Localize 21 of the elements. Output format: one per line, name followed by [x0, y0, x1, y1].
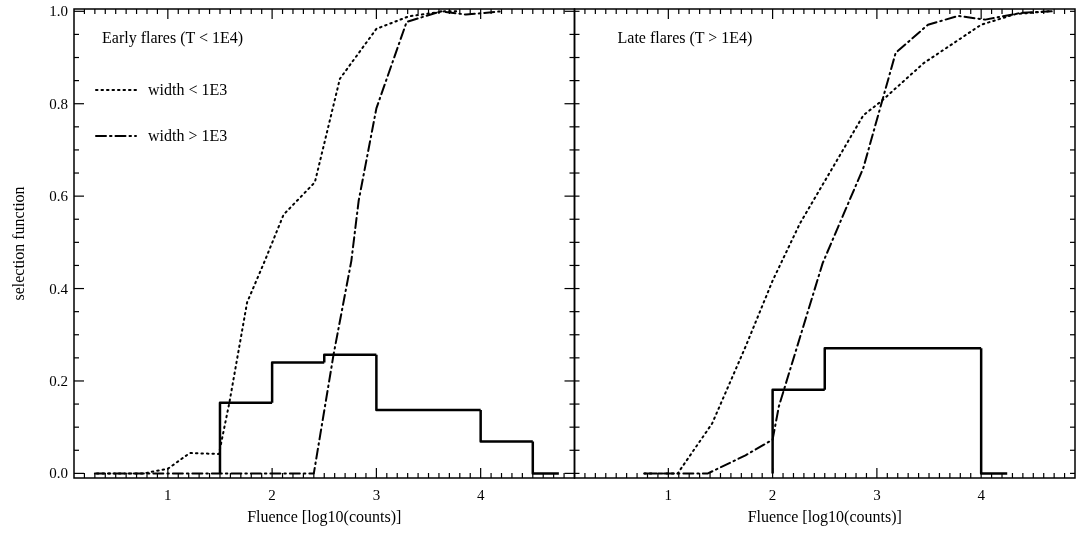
text: Early flares (T < 1E4): [102, 29, 244, 47]
x-tick-label: 4: [977, 487, 986, 503]
y-tick-label: 1.0: [49, 3, 68, 20]
x-tick-label: 2: [268, 487, 276, 503]
x-tick-label: 4: [476, 487, 485, 503]
x-tick-label: 3: [873, 487, 881, 503]
x-tick-label: 1: [664, 487, 673, 503]
y-tick-label: 0.2: [49, 372, 68, 389]
text: Late flares (T > 1E4): [617, 29, 753, 47]
y-tick-label: 0.8: [49, 95, 68, 112]
x-axis-title: Fluence [log10(counts)]: [747, 508, 902, 526]
y-tick-label: 0.0: [49, 465, 68, 482]
x-tick-label: 1: [164, 487, 172, 503]
legend-label: width > 1E3: [148, 127, 228, 144]
y-axis-title: selection function: [10, 186, 27, 301]
legend-label: width < 1E3: [148, 81, 228, 98]
x-tick-label: 2: [768, 487, 777, 503]
y-tick-label: 0.6: [49, 188, 69, 205]
y-tick-label: 0.4: [49, 280, 69, 297]
x-axis-title: Fluence [log10(counts)]: [247, 508, 402, 526]
x-tick-label: 3: [372, 487, 381, 503]
